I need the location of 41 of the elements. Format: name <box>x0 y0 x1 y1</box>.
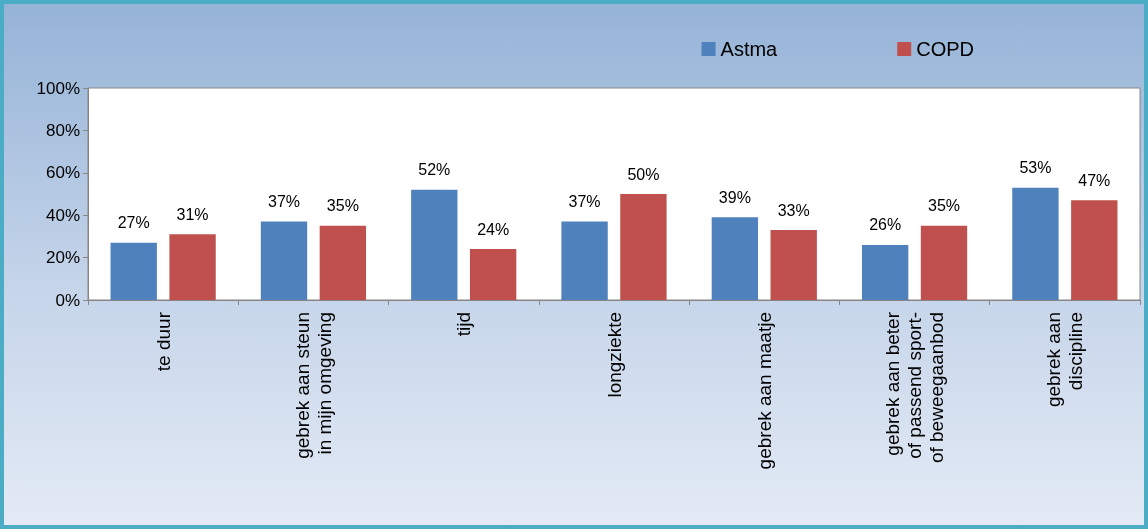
y-tick-label: 60% <box>45 163 80 183</box>
bar <box>169 234 216 300</box>
bar <box>469 249 517 300</box>
data-label: 47% <box>1078 171 1111 189</box>
data-label: 37% <box>568 193 601 211</box>
x-tick-label: longziekte <box>603 312 625 398</box>
data-label: 24% <box>477 220 510 238</box>
data-label: 50% <box>627 165 660 183</box>
y-tick-label: 100% <box>36 78 80 98</box>
y-tick-label: 0% <box>55 290 80 310</box>
data-label: 39% <box>718 188 751 206</box>
x-tick-label: tijd <box>453 312 475 337</box>
x-tick-label: te duur <box>152 311 174 372</box>
data-label: 35% <box>927 197 961 215</box>
data-label: 37% <box>267 193 301 211</box>
data-label: 31% <box>176 205 209 223</box>
bar <box>319 225 367 300</box>
bar <box>920 225 968 300</box>
data-label: 26% <box>869 216 902 234</box>
data-label: 52% <box>418 161 451 179</box>
bar <box>1012 187 1059 300</box>
data-label: 33% <box>777 201 810 219</box>
bar <box>561 221 608 300</box>
y-tick-label: 20% <box>45 248 80 268</box>
data-label: 53% <box>1019 159 1052 177</box>
x-tick-label: gebrek aan discipline <box>1043 312 1087 408</box>
legend-label: Astma <box>720 38 779 60</box>
bar <box>861 244 909 300</box>
data-label: 35% <box>326 197 359 215</box>
data-label: 27% <box>117 214 150 232</box>
bar <box>620 194 667 300</box>
bar <box>711 217 759 300</box>
y-tick-label: 40% <box>45 205 80 225</box>
bar <box>260 221 308 300</box>
bar <box>411 189 458 300</box>
y-tick-label: 80% <box>45 120 80 140</box>
legend-label: COPD <box>916 38 975 60</box>
bar <box>770 230 817 300</box>
x-tick-label: gebrek aan maatje <box>753 312 775 470</box>
bar <box>1071 200 1118 300</box>
bar <box>110 242 157 300</box>
